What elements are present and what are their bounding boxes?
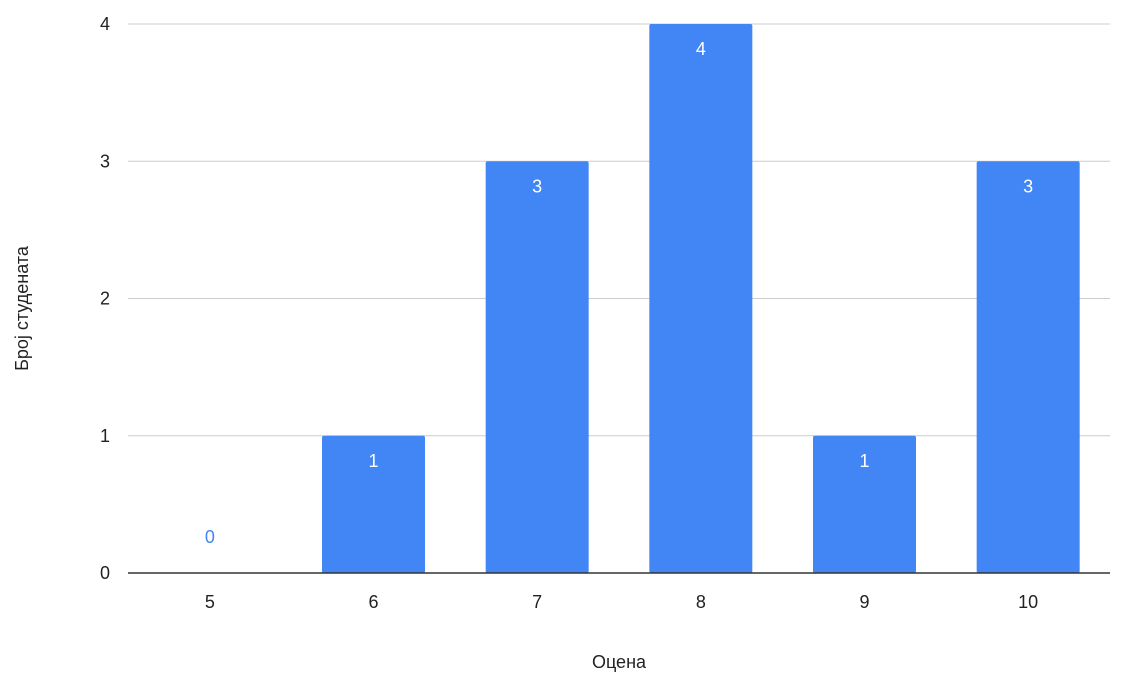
- data-label-5: 0: [205, 527, 215, 547]
- x-tick-label: 8: [696, 592, 706, 612]
- bar-7: [485, 161, 589, 573]
- y-tick-label: 2: [100, 289, 110, 309]
- y-tick-labels: 0 1 2 3 4: [100, 14, 110, 583]
- x-tick-label: 5: [205, 592, 215, 612]
- bar-6: [322, 435, 425, 573]
- bar-10: [976, 161, 1080, 573]
- bars: [322, 24, 1080, 573]
- data-labels: 0 1 3 4 1 3: [205, 39, 1033, 547]
- y-tick-label: 4: [100, 14, 110, 34]
- data-label-6: 1: [368, 451, 378, 471]
- y-tick-label: 1: [100, 426, 110, 446]
- data-label-7: 3: [532, 176, 542, 196]
- x-axis-title: Оцена: [592, 652, 647, 672]
- data-label-10: 3: [1023, 176, 1033, 196]
- grid-lines: [128, 23, 1110, 437]
- y-tick-label: 3: [100, 151, 110, 171]
- y-tick-label: 0: [100, 563, 110, 583]
- data-label-8: 4: [696, 39, 706, 59]
- x-tick-label: 10: [1018, 592, 1038, 612]
- bar-9: [813, 435, 916, 573]
- bar-8: [649, 24, 753, 573]
- y-axis-title: Број студената: [12, 245, 32, 371]
- x-tick-label: 9: [859, 592, 869, 612]
- x-tick-label: 6: [368, 592, 378, 612]
- x-tick-label: 7: [532, 592, 542, 612]
- data-label-9: 1: [859, 451, 869, 471]
- x-tick-labels: 5 6 7 8 9 10: [205, 592, 1038, 612]
